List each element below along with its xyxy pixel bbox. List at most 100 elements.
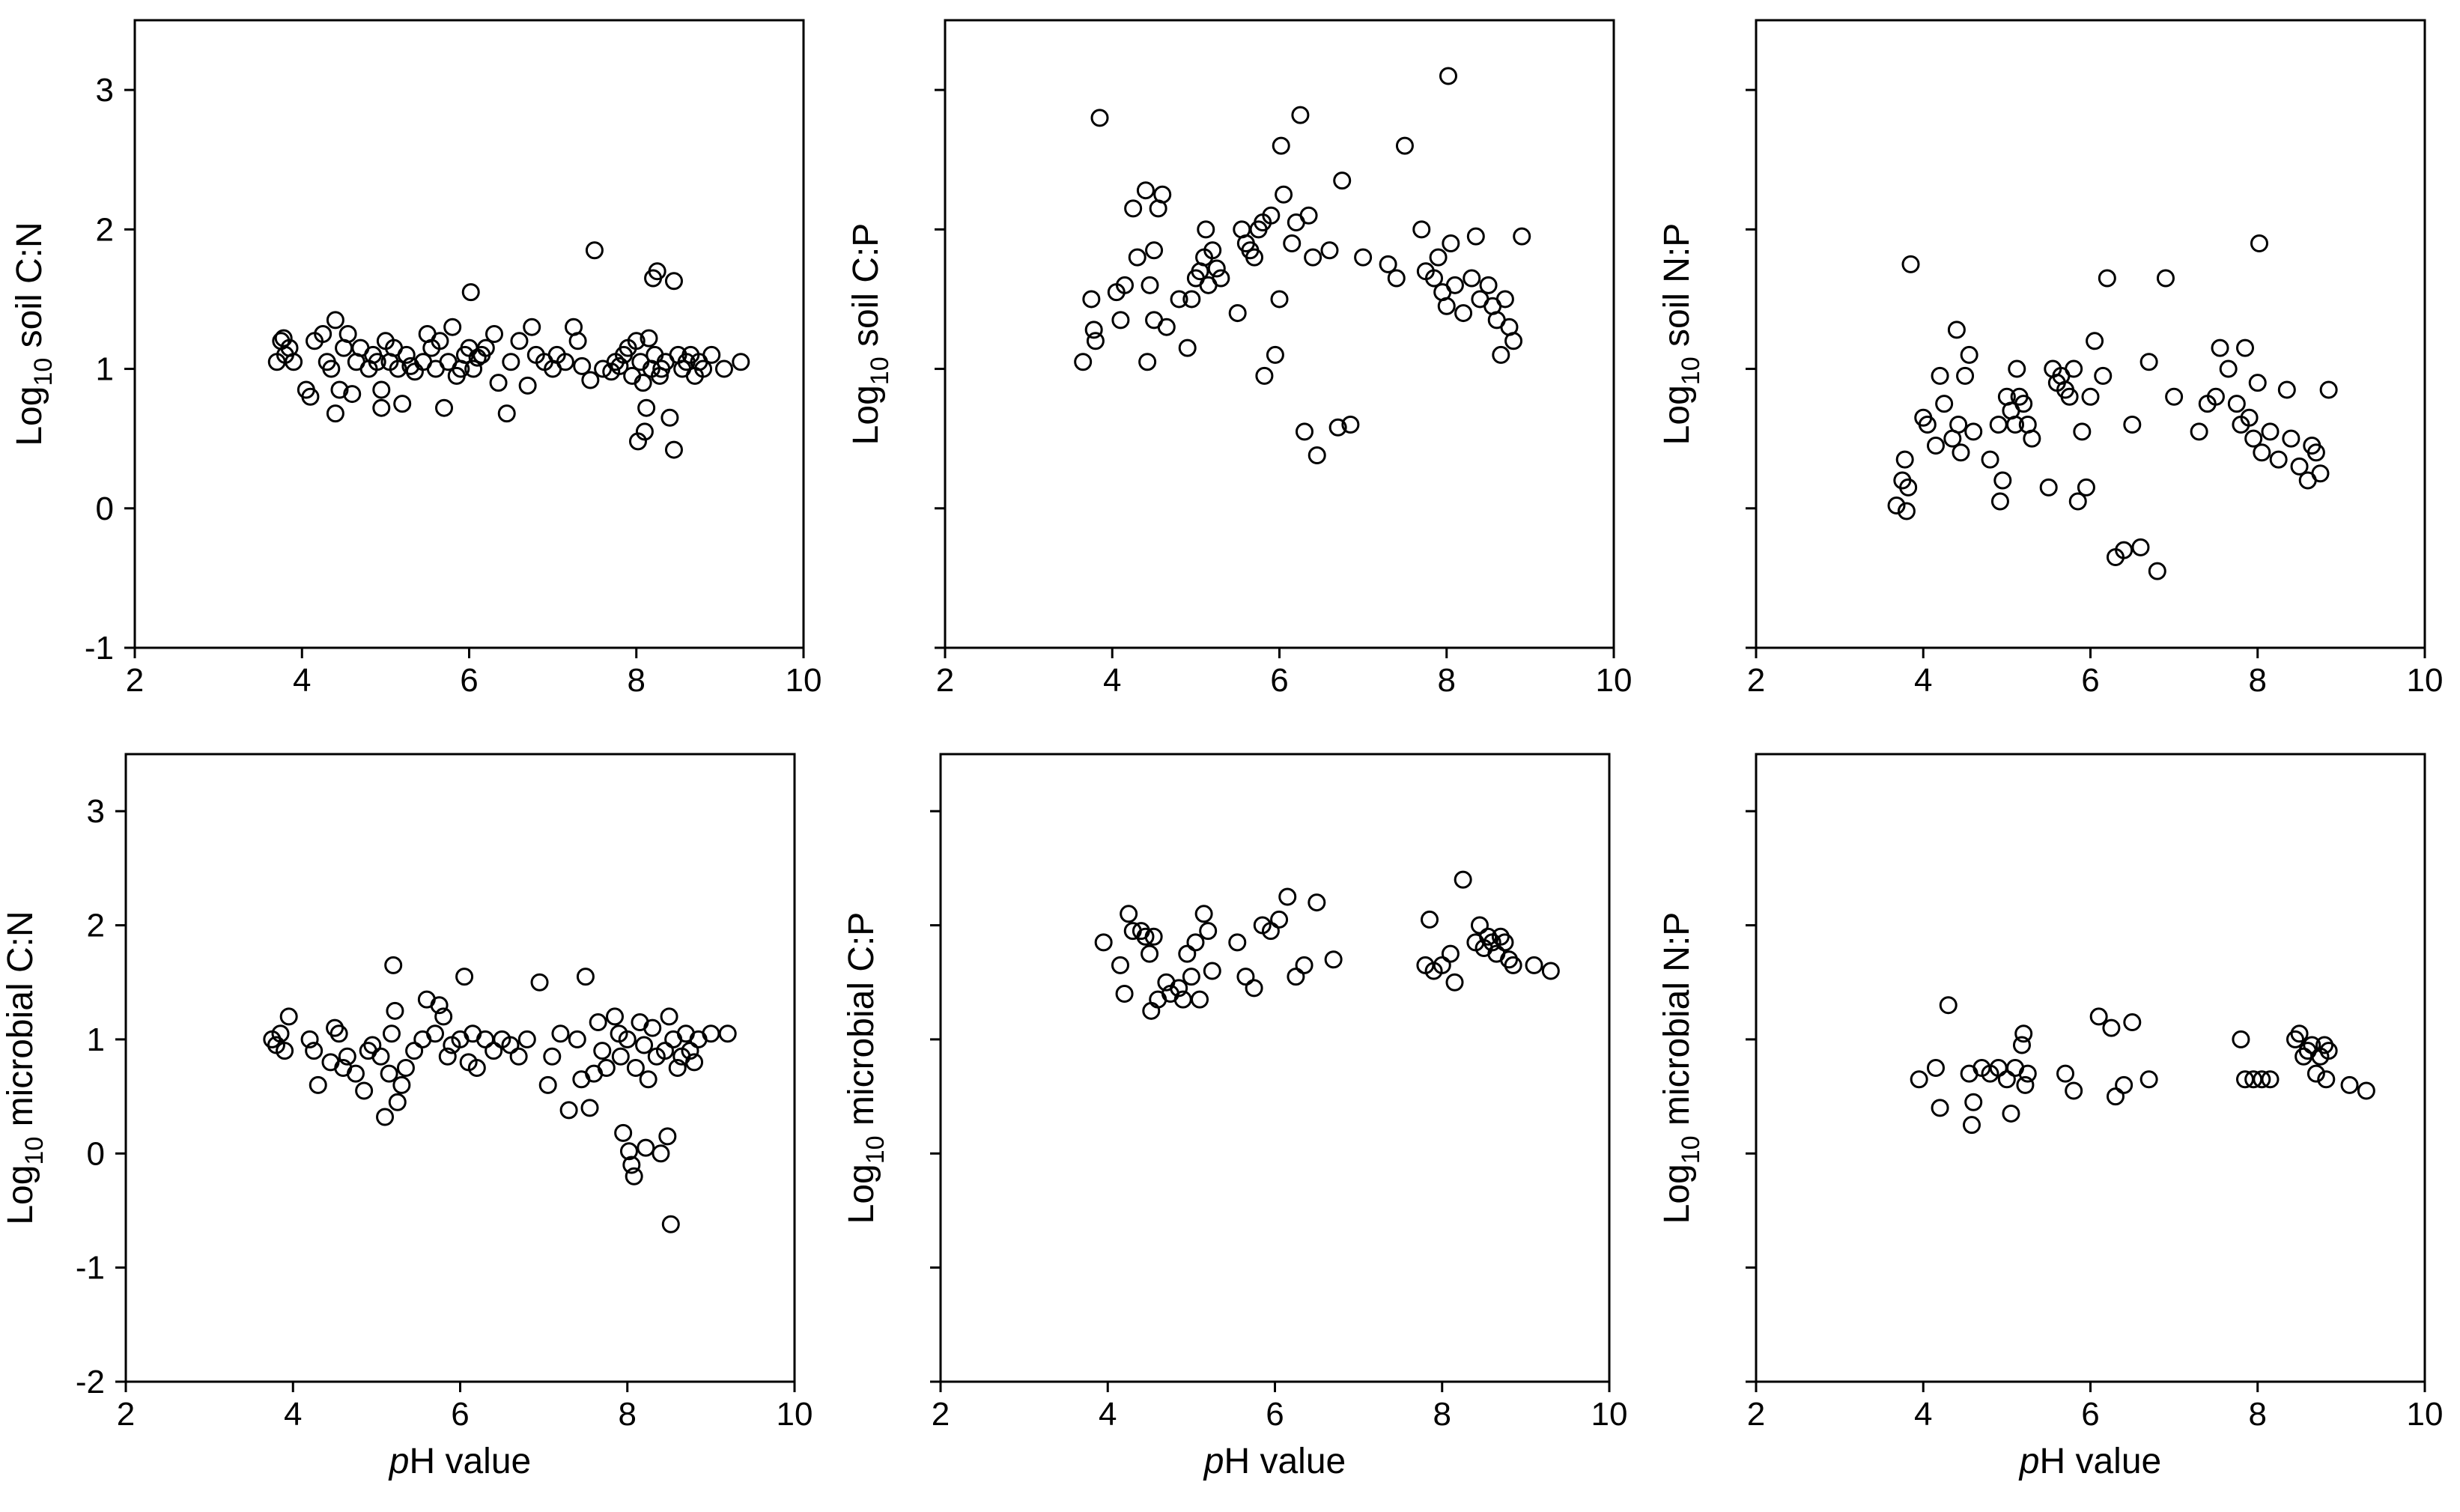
data-point: [1541, 962, 1560, 980]
data-point: [1236, 968, 1255, 986]
data-point: [1445, 973, 1464, 992]
data-point: [2106, 1087, 2125, 1106]
x-axis-label: pH value: [2018, 1442, 2161, 1481]
data-point: [426, 1024, 445, 1043]
data-point: [1295, 956, 1313, 974]
data-point: [2277, 380, 2296, 399]
data-point: [443, 318, 462, 336]
x-tick-label: 4: [293, 662, 311, 699]
data-point: [2002, 1104, 2020, 1123]
plot-frame: [1755, 753, 2426, 1383]
data-point: [1283, 234, 1302, 252]
y-axis-label-text: microbial N:P: [1657, 912, 1697, 1136]
x-tick-label: 2: [932, 1396, 950, 1433]
data-point: [1170, 979, 1188, 998]
x-axis-label-text: H value: [1224, 1442, 1346, 1481]
data-point: [2290, 1024, 2309, 1043]
data-point: [476, 338, 495, 357]
y-axis-label-log: Log: [842, 1164, 881, 1224]
data-point: [1124, 199, 1143, 218]
data-point: [543, 1047, 562, 1066]
data-point: [1308, 893, 1326, 912]
data-point: [2123, 1013, 2142, 1032]
data-point: [338, 325, 357, 343]
data-point: [523, 318, 541, 336]
data-point: [714, 359, 733, 378]
x-tick-label: 2: [117, 1396, 135, 1433]
data-point: [1926, 436, 1945, 455]
data-point: [1194, 905, 1213, 923]
data-point: [652, 1144, 670, 1163]
data-point: [2190, 422, 2208, 441]
data-point: [485, 1042, 503, 1060]
data-point: [1295, 422, 1313, 441]
data-point: [1074, 353, 1093, 371]
data-point: [619, 1142, 638, 1161]
data-point: [2102, 1018, 2121, 1037]
plot-frame: [133, 19, 805, 649]
data-point: [1947, 321, 1966, 339]
data-point: [1964, 1093, 1983, 1111]
plot-frame: [939, 753, 1611, 1383]
data-point: [2148, 562, 2166, 580]
data-point: [1191, 990, 1209, 1009]
y-axis-label: Log10 soil N:P: [1657, 223, 1705, 446]
data-point: [1387, 269, 1406, 288]
data-point: [1425, 269, 1444, 288]
data-point: [1429, 248, 1448, 267]
data-point: [1138, 353, 1157, 371]
data-point: [2357, 1081, 2375, 1100]
x-axis-label: pH value: [388, 1442, 531, 1481]
x-tick-label: 2: [936, 662, 954, 699]
data-point: [305, 1042, 324, 1060]
data-point: [1328, 418, 1347, 437]
y-axis-label-text: microbial C:P: [842, 912, 881, 1136]
data-point: [1931, 366, 1949, 385]
data-point: [2261, 1070, 2280, 1089]
x-tick-label: 4: [1099, 1396, 1117, 1433]
data-point: [1354, 248, 1373, 267]
data-point: [1261, 922, 1280, 941]
data-point: [461, 283, 480, 302]
data-point: [372, 380, 391, 399]
data-point: [1504, 956, 1522, 974]
data-point: [1395, 136, 1414, 155]
data-point: [635, 422, 654, 441]
data-point: [1255, 366, 1274, 385]
data-point: [2290, 457, 2309, 476]
x-tick-label: 6: [2081, 662, 2099, 699]
data-point: [368, 353, 386, 371]
data-point: [1203, 241, 1222, 260]
data-point: [2248, 374, 2267, 392]
data-point: [2253, 443, 2271, 462]
data-point: [2139, 353, 2158, 371]
data-point: [1157, 318, 1176, 336]
data-point: [1203, 962, 1221, 980]
data-point: [1926, 1059, 1945, 1077]
data-point: [497, 404, 516, 423]
data-point: [1421, 910, 1439, 929]
data-point: [551, 1024, 570, 1043]
data-point: [1899, 478, 1918, 497]
data-point: [2115, 1075, 2133, 1094]
x-tick-label: 6: [2081, 1396, 2099, 1433]
data-point: [1115, 276, 1134, 294]
data-point: [431, 332, 449, 350]
y-axis-label-log: Log: [1657, 385, 1697, 445]
data-point: [309, 1075, 327, 1094]
data-point: [1495, 933, 1514, 952]
data-point: [576, 968, 595, 986]
data-point: [1266, 345, 1284, 364]
data-point: [2060, 387, 2079, 406]
data-point: [276, 1042, 294, 1060]
data-point: [476, 1030, 494, 1048]
data-point: [271, 1024, 290, 1043]
data-point: [329, 1024, 348, 1043]
data-point: [1084, 321, 1103, 339]
data-point: [1990, 492, 2009, 511]
data-point: [1111, 311, 1130, 330]
data-point: [1182, 968, 1200, 986]
